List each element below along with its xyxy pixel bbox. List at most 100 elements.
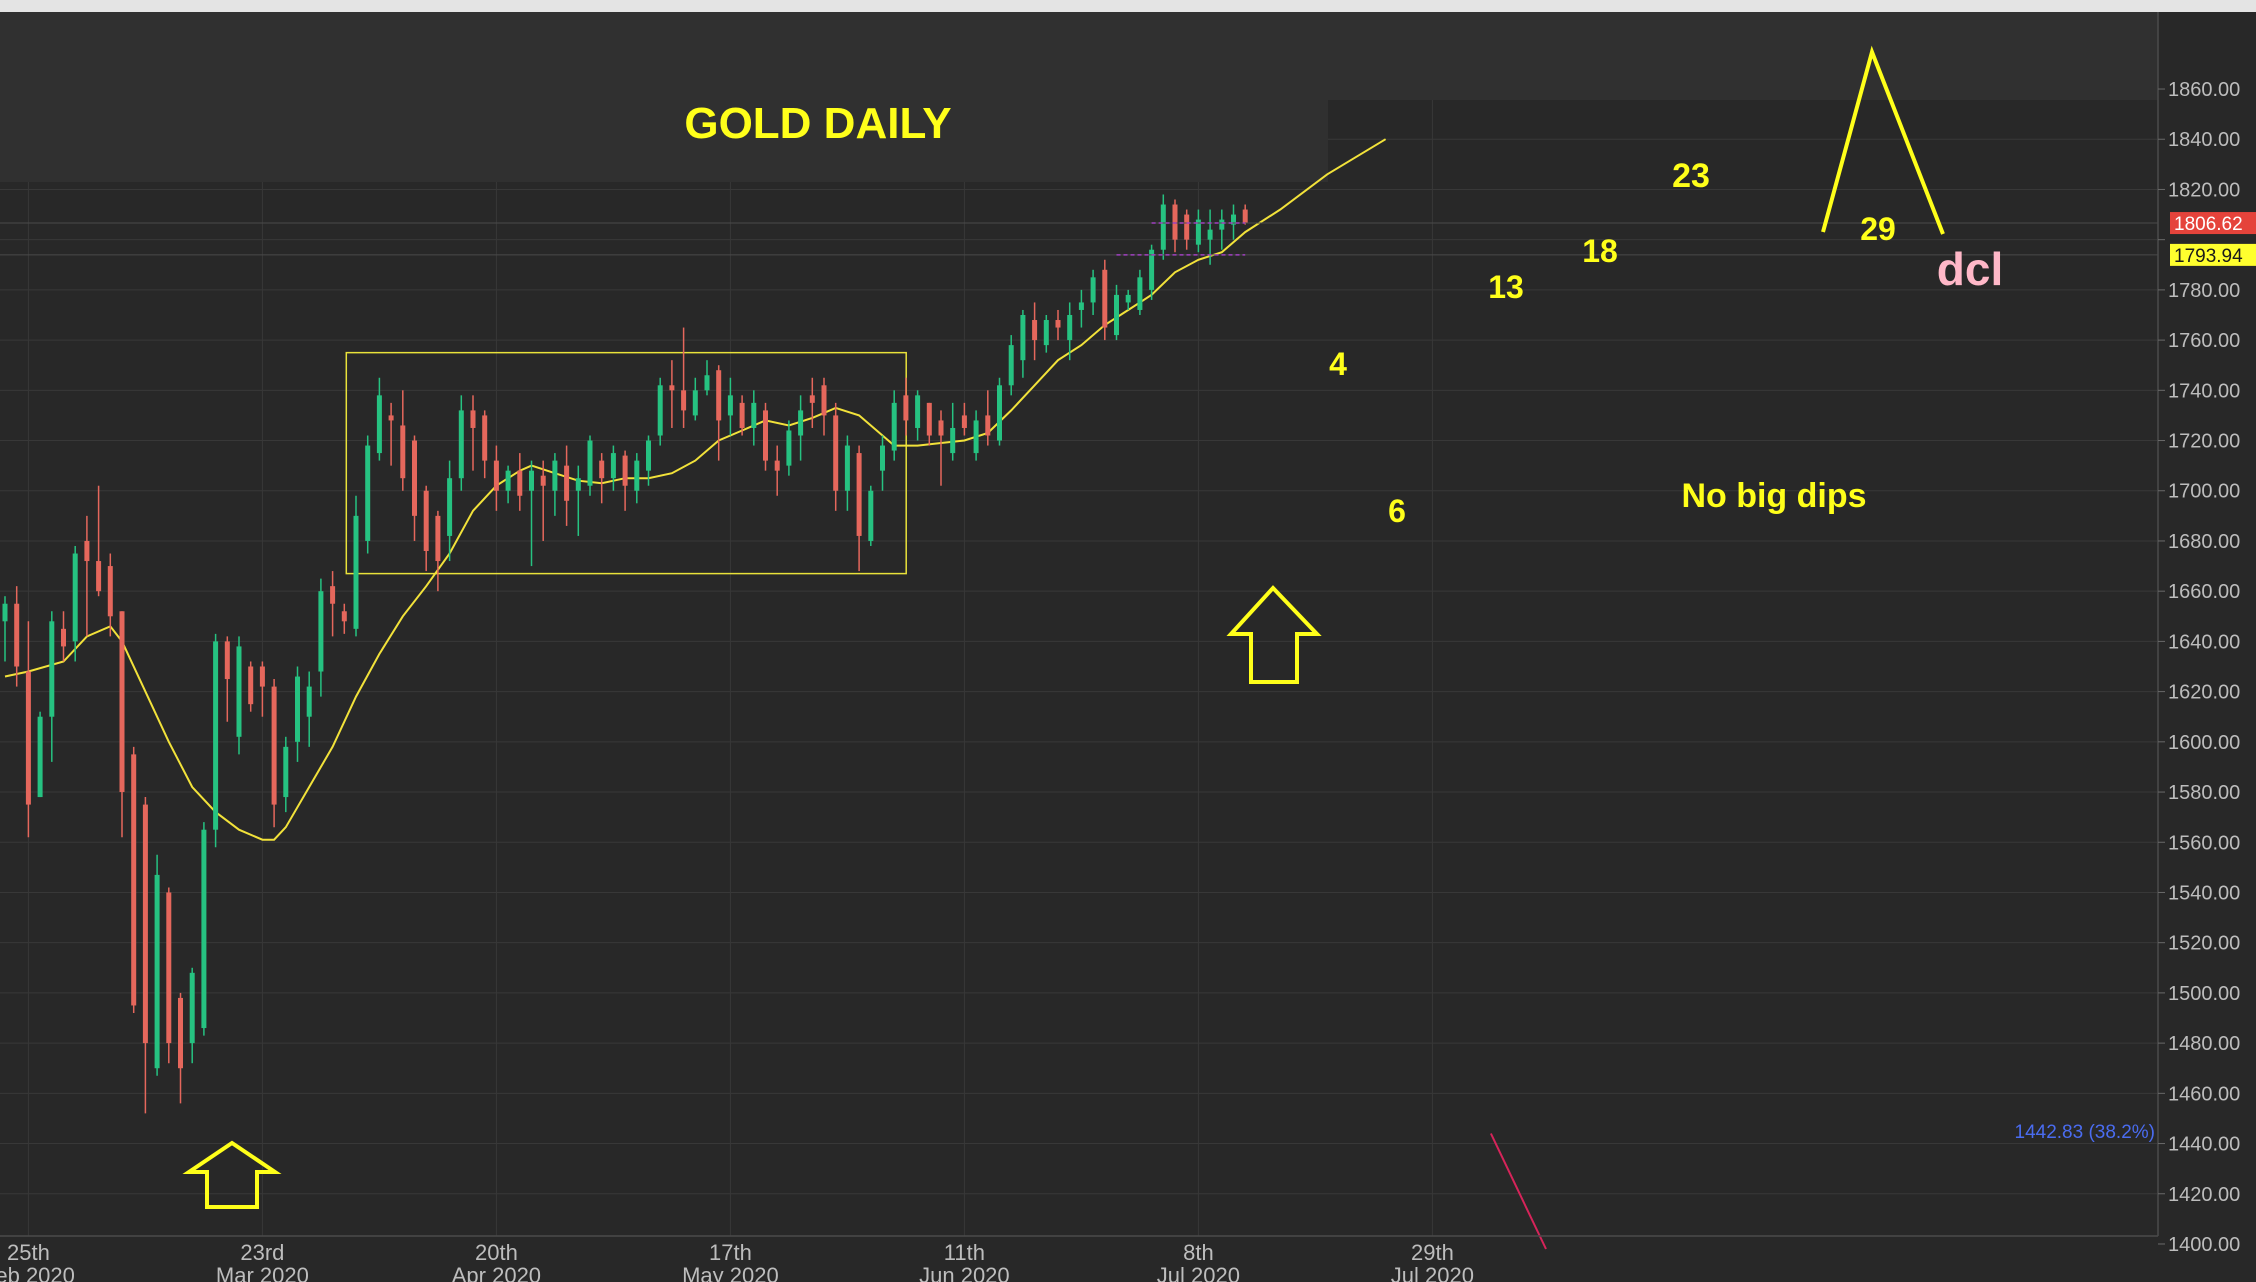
hand-drawn-annotations: 4 6 13 18 23 29 No big dips dcl (182, 45, 2003, 1209)
candle-body (880, 445, 885, 471)
candle-body (1207, 229, 1213, 240)
candle-body (1160, 204, 1166, 250)
label-4: 4 (1329, 346, 1347, 382)
y-tick-label: 1620.00 (2168, 682, 2240, 704)
candle-body (330, 586, 336, 604)
y-tick-label: 1700.00 (2168, 481, 2240, 503)
candle-body (107, 566, 113, 617)
y-tick-label: 1540.00 (2168, 882, 2240, 904)
x-tick-label: 20th (475, 1240, 518, 1265)
label-18: 18 (1582, 233, 1618, 269)
y-tick-label: 1780.00 (2168, 280, 2240, 302)
candle-body (961, 415, 967, 428)
candle-body (213, 641, 219, 830)
y-tick-label: 1560.00 (2168, 832, 2240, 854)
x-tick-sublabel: May 2020 (682, 1263, 779, 1282)
y-tick-label: 1420.00 (2168, 1184, 2240, 1206)
price-axis[interactable]: 1400.00 1420.00 1440.00 1460.00 1480.00 1500.… (2158, 79, 2240, 1256)
x-tick-label: 29th (1411, 1240, 1454, 1265)
chart-title: GOLD DAILY (684, 99, 951, 148)
fib-level-label: 1442.83 (38.2%) (2015, 1122, 2156, 1143)
candle-body (704, 375, 710, 391)
candle-body (1231, 214, 1236, 225)
candle-body (1219, 219, 1225, 230)
candle-body (353, 515, 359, 629)
x-tick-sublabel: Jul 2020 (1391, 1263, 1474, 1282)
candle-body (458, 410, 464, 479)
y-tick-label: 1840.00 (2168, 129, 2240, 151)
x-tick-sublabel: Feb 2020 (0, 1263, 75, 1282)
x-tick-label: 23rd (240, 1240, 284, 1265)
candle-body (540, 475, 546, 486)
candle-body (154, 874, 160, 1069)
candle-body (657, 385, 663, 436)
candle-body (739, 402, 745, 428)
candle-body (61, 628, 66, 647)
y-tick-label: 1740.00 (2168, 380, 2240, 402)
price-tag-box (2170, 243, 2256, 266)
candle-body (1020, 314, 1026, 361)
candle-body (224, 641, 230, 680)
candle-body (1043, 320, 1049, 346)
consolidation-rectangle (345, 351, 907, 575)
candle-body (646, 440, 651, 471)
y-tick-label: 1400.00 (2168, 1234, 2240, 1256)
candle-body (798, 410, 804, 436)
price-tag-text: 1806.62 (2174, 214, 2243, 235)
candle-body (96, 561, 102, 592)
label-6: 6 (1388, 493, 1406, 529)
candle-body (844, 445, 850, 491)
fib-retracement-line (1489, 1133, 1547, 1250)
y-tick-label: 1660.00 (2168, 581, 2240, 603)
candle-body (236, 646, 242, 737)
candle-body (529, 470, 534, 491)
candle-body (1078, 302, 1084, 310)
candle-body (587, 440, 593, 486)
candle-body (716, 370, 722, 421)
candle-body (166, 892, 172, 1044)
candle-body (1172, 204, 1178, 240)
candle-body (634, 460, 640, 491)
y-tick-label: 1820.00 (2168, 179, 2240, 201)
x-tick-sublabel: Jun 2020 (919, 1263, 1010, 1282)
candle-body (751, 402, 757, 428)
candle-body (25, 671, 31, 805)
candle-body (1067, 314, 1073, 341)
candle-body (973, 420, 979, 454)
current-price-tags: 1806.62 1793.94 (2170, 212, 2256, 267)
candle-body (552, 460, 558, 491)
candle-body (599, 460, 605, 479)
candle-body (1149, 249, 1155, 290)
candle-body (1125, 294, 1131, 303)
up-arrow-left (182, 1140, 282, 1209)
up-arrow-right (1226, 585, 1322, 684)
y-tick-label: 1480.00 (2168, 1033, 2240, 1055)
candle-body (833, 415, 839, 491)
title-banner (0, 12, 1328, 182)
candle-body (142, 804, 148, 1044)
label-23: 23 (1672, 157, 1710, 195)
candle-body (259, 666, 265, 687)
candle-body (37, 716, 43, 798)
candle-body (891, 402, 897, 451)
candle-body (447, 478, 453, 536)
label-13: 13 (1488, 269, 1524, 305)
candle-body (376, 395, 382, 454)
candle-body (903, 395, 909, 421)
candle-body (985, 415, 991, 436)
candle-body (1102, 269, 1108, 328)
candle-body (692, 390, 698, 416)
candle-body (564, 465, 570, 501)
candle-body (482, 415, 488, 461)
y-tick-label: 1680.00 (2168, 531, 2240, 553)
candle-body (997, 385, 1002, 441)
y-tick-label: 1600.00 (2168, 732, 2240, 754)
x-tick-label: 25th (7, 1240, 50, 1265)
candle-body (131, 754, 137, 1006)
label-29: 29 (1860, 211, 1896, 247)
dcl-label: dcl (1937, 243, 2003, 295)
candlestick-series (2, 194, 1248, 1114)
candle-body (84, 540, 90, 562)
